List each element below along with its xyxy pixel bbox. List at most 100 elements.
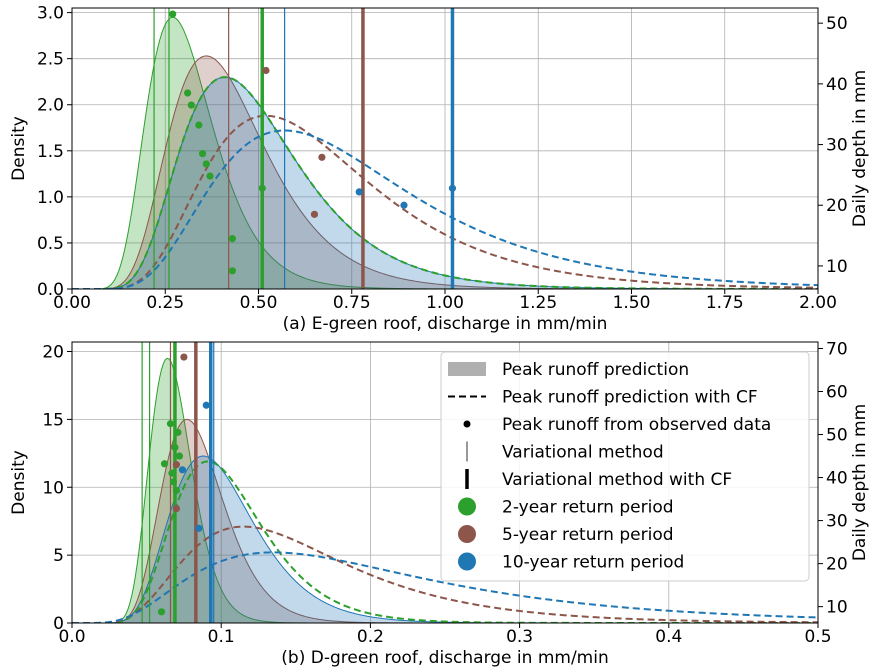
- observed-point-ten-year: [202, 401, 210, 409]
- x-tick-label: 0.1: [208, 627, 235, 647]
- observed-point-two-year: [168, 469, 176, 477]
- observed-point-ten-year: [178, 466, 187, 474]
- density-cf-line-ten-year: [72, 129, 818, 289]
- density-cf-line-two-year: [72, 76, 818, 289]
- x-tick-label: 0.75: [333, 293, 371, 313]
- y2-tick-label: 10: [826, 257, 848, 277]
- y2-tick-label: 10: [826, 598, 848, 618]
- observed-point-two-year: [160, 460, 169, 468]
- chart-panel-a: 0.00 0.25 0.50 0.75 1.00 1.25 1.50 1.75 2.00 0.0 0…: [9, 4, 870, 334]
- observed-point-two-year: [171, 443, 179, 452]
- observed-point-five-year: [318, 153, 326, 161]
- y2-axis-label: Daily depth in mm: [850, 70, 870, 227]
- observed-point-two-year: [169, 10, 177, 18]
- legend-box: [440, 351, 810, 582]
- observed-point-two-year: [202, 160, 210, 168]
- observed-point-two-year: [228, 235, 236, 243]
- x-tick-label: 1.25: [519, 293, 557, 313]
- y-axis-label: Density: [9, 450, 29, 515]
- y-tick-label: 15: [42, 410, 64, 430]
- legend-circle-swatch: [458, 525, 476, 543]
- y2-tick-label: 50: [826, 14, 848, 34]
- observed-point-ten-year: [355, 188, 363, 196]
- observed-point-five-year: [180, 353, 188, 361]
- y2-tick-label: 40: [826, 469, 848, 489]
- observed-point-five-year: [310, 210, 319, 218]
- y2-tick-label: 50: [826, 426, 848, 446]
- legend-patch-swatch: [448, 362, 486, 376]
- y2-tick-label: 30: [826, 136, 848, 156]
- x-tick-label: 0.0: [58, 627, 85, 647]
- x-tick-label: 0.50: [240, 293, 278, 313]
- y-tick-label: 10: [42, 478, 64, 498]
- legend-circle-swatch: [458, 497, 476, 516]
- y2-axis-label: Daily depth in mm: [850, 404, 870, 561]
- legend-label: Variational method: [502, 443, 664, 463]
- x-tick-label: 0.3: [506, 627, 533, 647]
- y2-tick-label: 40: [826, 75, 848, 95]
- observed-point-two-year: [175, 452, 184, 460]
- x-tick-label: 1.00: [426, 293, 464, 313]
- legend-label: 2-year return period: [502, 498, 674, 518]
- y2-tick-label: 20: [826, 555, 848, 575]
- observed-point-two-year: [172, 486, 181, 495]
- y-tick-label: 3.0: [37, 4, 64, 24]
- x-tick-label: 0.4: [655, 627, 682, 647]
- observed-point-two-year: [195, 121, 203, 129]
- observed-point-two-year: [258, 184, 266, 192]
- observed-point-two-year: [187, 101, 195, 109]
- y-tick-label: 0.0: [37, 280, 64, 300]
- x-tick-label: 1.75: [706, 293, 744, 313]
- legend: Peak runoff prediction Peak runoff predic…: [440, 351, 810, 582]
- observed-point-two-year: [169, 478, 178, 486]
- observed-point-two-year: [184, 89, 192, 97]
- x-tick-label: 0.25: [146, 293, 184, 313]
- legend-label: Variational method with CF: [502, 470, 732, 490]
- observed-point-ten-year: [448, 184, 457, 192]
- axes-frame: [71, 341, 819, 624]
- x-tick-label: 0.2: [357, 627, 384, 647]
- observed-point-two-year: [198, 150, 207, 158]
- y-tick-label: 5: [53, 546, 64, 566]
- x-tick-label: 2.00: [799, 293, 837, 313]
- plot-area: [72, 342, 818, 623]
- legend-label: Peak runoff prediction: [502, 360, 689, 380]
- observed-point-five-year: [172, 504, 181, 513]
- observed-point-ten-year: [400, 201, 408, 209]
- y-tick-label: 2.0: [37, 96, 64, 116]
- y-tick-label: 20: [42, 343, 64, 363]
- y-tick-label: 0.5: [37, 234, 64, 254]
- chart-panel-b: 0.0 0.1 0.2 0.3 0.4 0.5 0 5 10 15 20 10 20 30 40 50 60 70…: [9, 339, 870, 668]
- y-tick-label: 0: [53, 614, 64, 634]
- observed-point-ten-year: [195, 524, 203, 532]
- y-tick-label: 2.5: [37, 50, 64, 70]
- legend-label: 10-year return period: [502, 553, 684, 573]
- y2-tick-label: 60: [826, 382, 848, 402]
- observed-point-two-year: [174, 428, 182, 436]
- y2-tick-label: 30: [826, 512, 848, 532]
- plot-area: [72, 8, 818, 289]
- y2-tick-label: 20: [826, 196, 848, 216]
- density-cf-line-five-year: [72, 114, 818, 289]
- observed-point-two-year: [228, 267, 236, 275]
- observed-point-five-year: [172, 461, 181, 469]
- legend-label: Peak runoff prediction with CF: [502, 388, 758, 408]
- x-tick-label: 0.00: [53, 293, 91, 313]
- observed-point-two-year: [166, 420, 175, 428]
- y-axis-label: Density: [9, 116, 29, 181]
- y-tick-label: 1.0: [37, 188, 64, 208]
- observed-point-two-year: [157, 608, 166, 616]
- legend-label: Peak runoff from observed data: [502, 415, 771, 435]
- observed-point-two-year: [206, 172, 214, 180]
- x-tick-label: 0.5: [804, 627, 831, 647]
- x-axis-label: (a) E-green roof, discharge in mm/min: [283, 314, 608, 334]
- y-tick-label: 1.5: [37, 142, 64, 162]
- legend-circle-swatch: [458, 552, 476, 571]
- observed-point-five-year: [262, 66, 270, 75]
- legend-dot-swatch: [463, 420, 471, 428]
- legend-label: 5-year return period: [502, 525, 674, 545]
- y2-tick-label: 70: [826, 339, 848, 359]
- x-tick-label: 1.50: [613, 293, 651, 313]
- x-axis-label: (b) D-green roof, discharge in mm/min: [281, 648, 608, 668]
